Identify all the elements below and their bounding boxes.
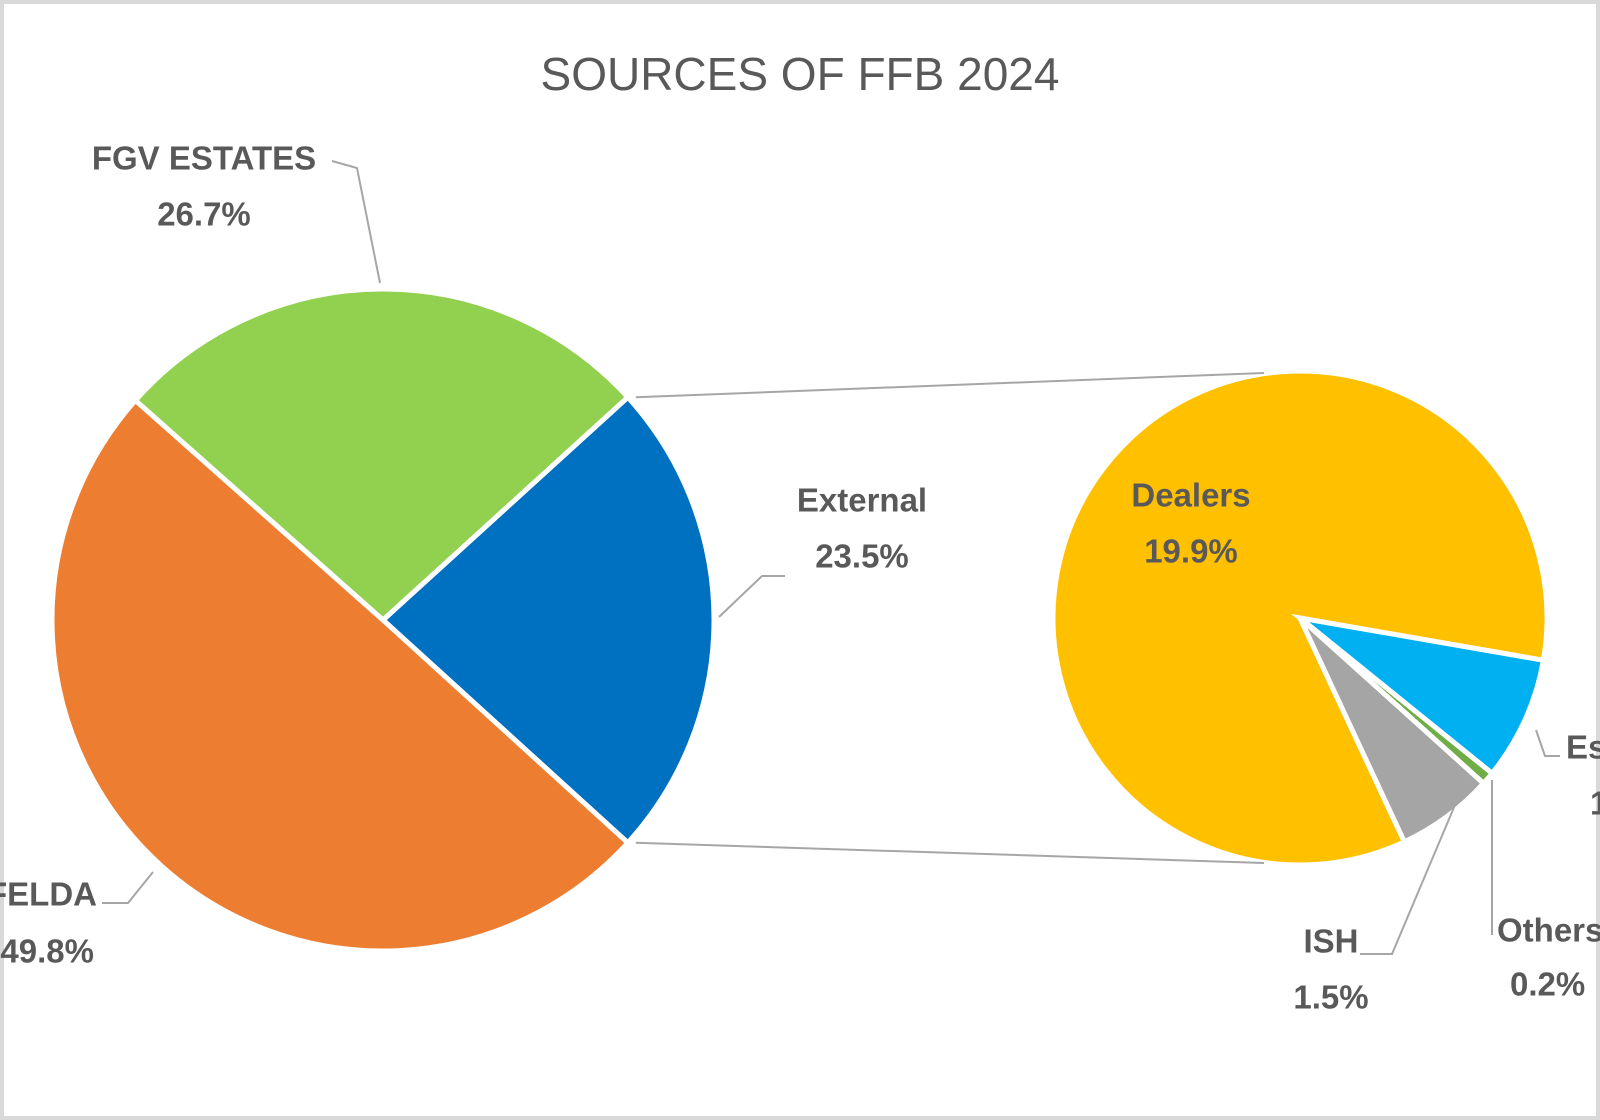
- leader-line: [331, 160, 381, 284]
- leader-line: [102, 871, 154, 904]
- leader-line: [1360, 804, 1456, 955]
- slice-label: Dealers: [1131, 477, 1250, 514]
- pie-slice: [49, 396, 632, 954]
- pie-slice: [379, 393, 717, 847]
- slice-value-label: 26.7%: [157, 196, 251, 233]
- slice-label: FGV ESTATES: [92, 140, 316, 177]
- slice-value-label: 49.8%: [0, 933, 94, 970]
- slice-label: Estates: [1566, 729, 1600, 766]
- slice-value-label: 1.5%: [1293, 979, 1368, 1016]
- connector-line: [635, 841, 1265, 864]
- slice-label: External: [797, 482, 927, 519]
- slice-label: Others: [1497, 912, 1600, 949]
- slice-value-label: 23.5%: [815, 538, 909, 575]
- slice-value-label: 1.9%: [1590, 785, 1600, 822]
- slice-value-label: 0.2%: [1510, 966, 1585, 1003]
- chart-title: SOURCES OF FFB 2024: [541, 48, 1060, 100]
- slice-value-label: 19.9%: [1144, 533, 1238, 570]
- pie-slice: [131, 286, 632, 624]
- slice-label: ISH: [1303, 923, 1358, 960]
- leader-line: [718, 575, 785, 618]
- slice-label: FELDA: [0, 876, 97, 913]
- connector-line: [635, 372, 1265, 399]
- pie-slice: [1290, 613, 1547, 777]
- pie-slice: [1297, 616, 1488, 846]
- leader-line: [1535, 729, 1560, 757]
